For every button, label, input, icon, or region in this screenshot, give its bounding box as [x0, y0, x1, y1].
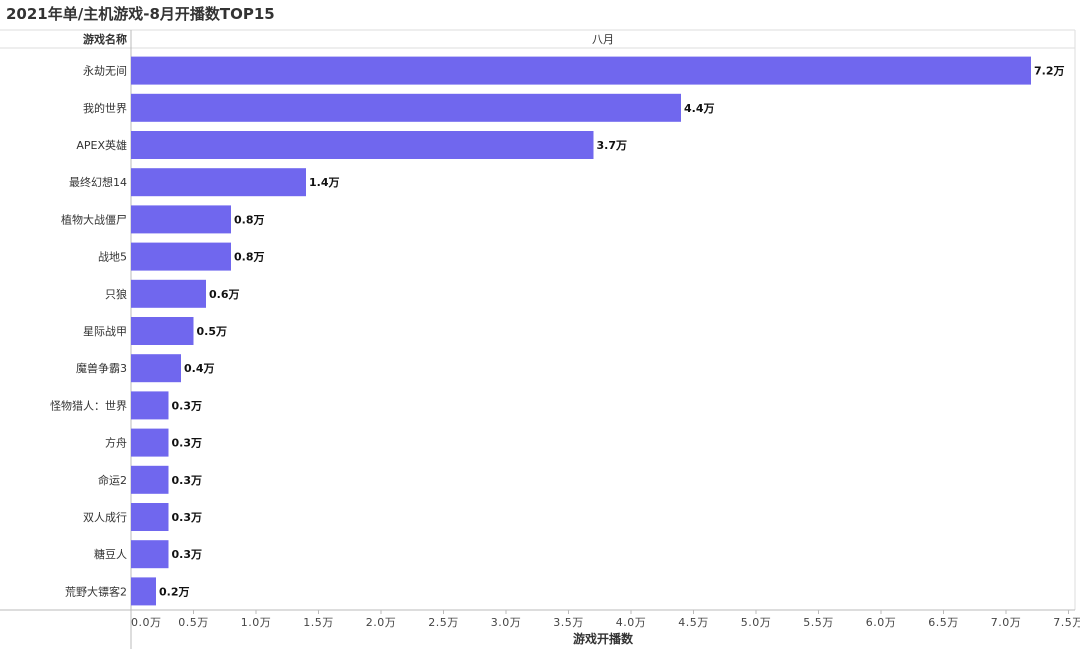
x-tick-label: 5.5万	[803, 616, 834, 629]
bar	[131, 279, 206, 308]
bar	[131, 391, 169, 420]
bar	[131, 540, 169, 569]
bar	[131, 317, 194, 345]
x-tick-label: 0.5万	[178, 616, 209, 629]
x-tick-label: 2.5万	[428, 616, 459, 629]
row-header: 游戏名称	[83, 32, 127, 46]
chart-title: 2021年单/主机游戏-8月开播数TOP15	[6, 5, 275, 23]
bar	[131, 93, 681, 122]
category-label: 魔兽争霸3	[76, 361, 127, 375]
x-tick-label: 5.0万	[741, 616, 772, 629]
bar	[131, 465, 169, 494]
category-label: 糖豆人	[94, 547, 127, 561]
x-tick-label: 0.0万	[131, 616, 162, 629]
x-axis-title: 游戏开播数	[573, 631, 634, 646]
value-label: 0.3万	[172, 511, 203, 524]
value-label: 0.3万	[172, 399, 203, 412]
bar	[131, 131, 594, 159]
column-header: 八月	[592, 33, 614, 46]
category-label: APEX英雄	[76, 138, 127, 152]
category-label: 战地5	[98, 251, 127, 264]
value-label: 7.2万	[1034, 65, 1065, 78]
category-label: 方舟	[105, 436, 127, 450]
value-label: 0.3万	[172, 548, 203, 561]
x-tick-label: 4.5万	[678, 616, 709, 629]
x-tick-label: 6.0万	[866, 616, 897, 629]
category-label: 星际战甲	[83, 325, 127, 338]
bars-group	[131, 56, 1031, 606]
bar	[131, 354, 181, 383]
x-tick-label: 7.5万	[1053, 616, 1080, 629]
value-label: 0.8万	[234, 251, 265, 264]
bar	[131, 428, 169, 457]
value-label: 0.3万	[172, 437, 203, 450]
bar	[131, 242, 231, 271]
x-tick-label: 2.0万	[366, 616, 397, 629]
x-tick-label: 3.5万	[553, 616, 584, 629]
category-label: 怪物猎人：世界	[50, 398, 127, 412]
category-label: 植物大战僵尸	[61, 212, 127, 226]
x-tick-label: 3.0万	[491, 616, 522, 629]
category-label: 命运2	[98, 473, 127, 487]
category-label: 双人成行	[83, 511, 127, 524]
bar	[131, 503, 169, 531]
value-label: 4.4万	[684, 102, 715, 115]
value-labels: 7.2万 4.4万 3.7万 1.4万 0.8万 0.8万 0.6万 0.5万 0.4万 0.3万…	[159, 65, 1065, 599]
bar	[131, 168, 306, 197]
value-label: 0.8万	[234, 213, 265, 226]
bar	[131, 205, 231, 234]
value-label: 1.4万	[309, 176, 340, 189]
bar	[131, 577, 156, 606]
x-tick-label: 1.0万	[241, 616, 272, 629]
category-label: 我的世界	[83, 101, 127, 115]
x-tick-label: 4.0万	[616, 616, 647, 629]
value-label: 0.5万	[197, 325, 228, 338]
category-label: 荒野大镖客2	[65, 584, 127, 598]
category-label: 永劫无间	[83, 64, 127, 78]
x-tick-label: 6.5万	[928, 616, 959, 629]
category-label: 只狼	[105, 287, 127, 301]
value-label: 3.7万	[597, 139, 628, 152]
value-label: 0.3万	[172, 474, 203, 487]
category-label: 最终幻想14	[69, 175, 127, 189]
bar	[131, 56, 1031, 85]
value-label: 0.2万	[159, 585, 190, 598]
x-tick-label: 1.5万	[303, 616, 334, 629]
value-label: 0.6万	[209, 288, 240, 301]
x-axis-ticks: 0.0万 0.5万 1.0万 1.5万 2.0万 2.5万 3.0万 3.5万 4.0万 4.5万…	[130, 610, 1080, 629]
value-label: 0.4万	[184, 362, 215, 375]
x-tick-label: 7.0万	[991, 616, 1022, 629]
